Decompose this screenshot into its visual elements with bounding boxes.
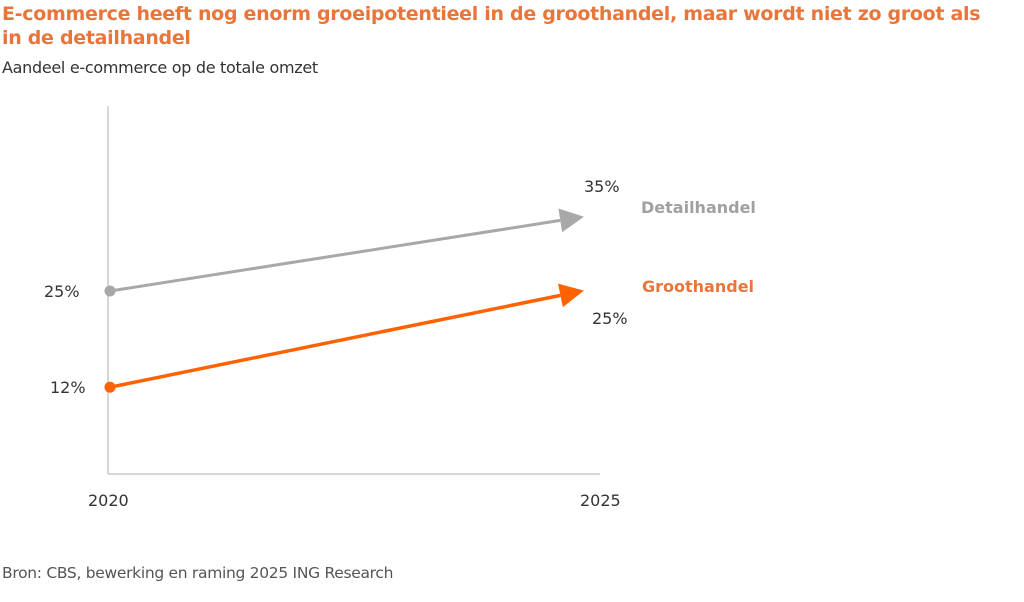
- x-tick-label: 2020: [88, 491, 129, 510]
- arrowhead-detailhandel: [558, 208, 584, 233]
- chart-title: E-commerce heeft nog enorm groeipotentie…: [2, 3, 981, 49]
- source-note: Bron: CBS, bewerking en raming 2025 ING …: [2, 564, 394, 582]
- value-label-groothandel-2025: 25%: [592, 309, 628, 328]
- value-label-detailhandel-2020: 25%: [44, 282, 80, 301]
- value-label-groothandel-2020: 12%: [50, 378, 86, 397]
- data-point-groothandel-2020: [104, 381, 116, 393]
- data-point-detailhandel-2020: [104, 285, 116, 297]
- series-line-groothandel: [109, 293, 561, 389]
- series-line-detailhandel: [109, 218, 561, 293]
- chart-subtitle: Aandeel e-commerce op de totale omzet: [2, 58, 318, 77]
- series-label-detailhandel: Detailhandel: [641, 198, 756, 217]
- arrowhead-groothandel: [558, 283, 584, 308]
- series-label-groothandel: Groothandel: [642, 277, 754, 296]
- x-tick-label: 2025: [580, 491, 621, 510]
- value-label-detailhandel-2025: 35%: [584, 177, 620, 196]
